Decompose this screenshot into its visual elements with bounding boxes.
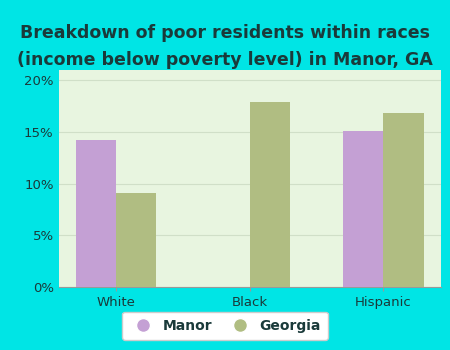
Text: Breakdown of poor residents within races: Breakdown of poor residents within races (20, 25, 430, 42)
Bar (343, 131, 383, 287)
Legend: Manor, Georgia: Manor, Georgia (122, 312, 328, 340)
Text: (income below poverty level) in Manor, GA: (income below poverty level) in Manor, G… (17, 51, 433, 69)
Bar (250, 102, 290, 287)
Bar (76, 140, 116, 287)
Bar (383, 113, 423, 287)
Bar (116, 193, 156, 287)
